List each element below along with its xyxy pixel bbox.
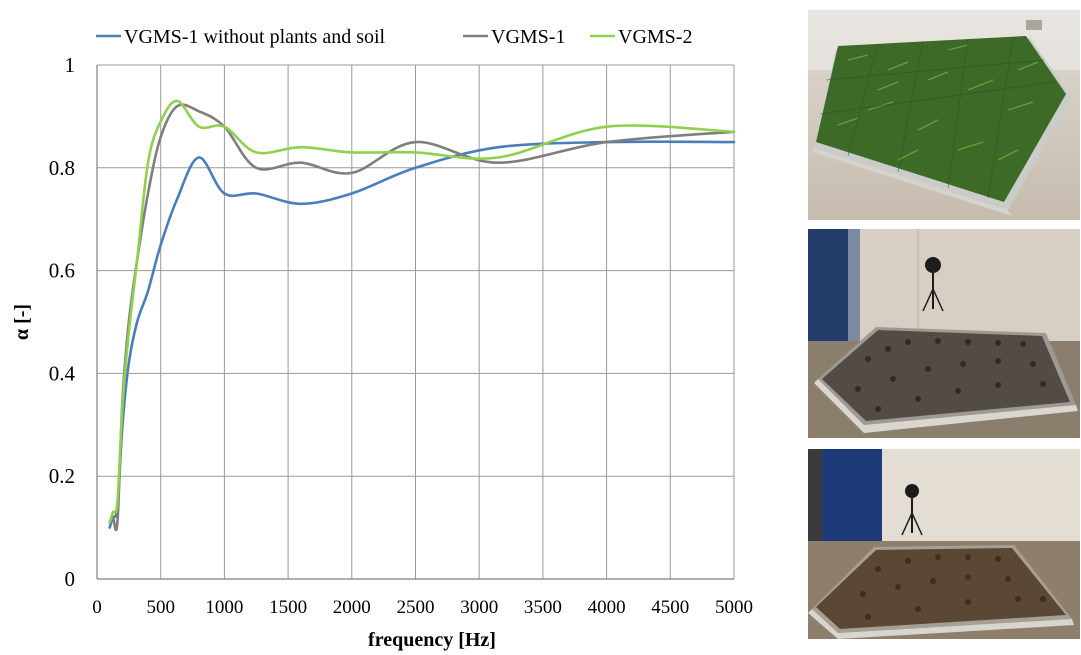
photo-vegetated-mat [808, 10, 1080, 220]
y-tick-label: 0.6 [49, 259, 75, 283]
x-tick-label: 1000 [205, 597, 243, 618]
x-tick-label: 2000 [333, 597, 371, 618]
photo-soil-mat [808, 449, 1080, 639]
series-line-1 [108, 140, 736, 529]
y-tick-label: 0.8 [49, 156, 75, 180]
photo-empty-mat [808, 229, 1080, 438]
x-tick-label: 4000 [588, 597, 626, 618]
y-tick-label: 0.2 [49, 464, 75, 488]
legend-label-2: VGMS-1 [491, 26, 565, 48]
x-tick-label: 3500 [524, 597, 562, 618]
legend-label-3: VGMS-2 [618, 26, 692, 48]
x-axis-label: frequency [Hz] [368, 629, 496, 651]
x-tick-label: 4500 [651, 597, 689, 618]
photo-soil-mat-image [808, 449, 1080, 639]
x-tick-label: 1500 [269, 597, 307, 618]
photo-vegetated-mat-image [808, 10, 1080, 220]
y-tick-label: 0 [65, 567, 76, 591]
series-line-2 [108, 103, 736, 532]
legend-label-1: VGMS-1 without plants and soil [124, 26, 386, 48]
chart-svg: 0 500 1000 1500 2000 2500 3000 3500 4000 4500 5000… [11, 26, 753, 651]
y-tick-label: 1 [65, 53, 76, 77]
series-line-3 [108, 99, 736, 524]
y-tick-label: 0.4 [49, 361, 76, 385]
photo-empty-mat-image [808, 229, 1080, 438]
x-tick-label: 3000 [460, 597, 498, 618]
x-tick-label: 5000 [715, 597, 753, 618]
x-tick-label: 2500 [397, 597, 435, 618]
x-tick-label: 0 [92, 597, 102, 618]
chart: 0 500 1000 1500 2000 2500 3000 3500 4000 4500 5000… [11, 26, 753, 651]
y-axis-label: α [-] [11, 304, 33, 340]
x-tick-label: 500 [146, 597, 175, 618]
